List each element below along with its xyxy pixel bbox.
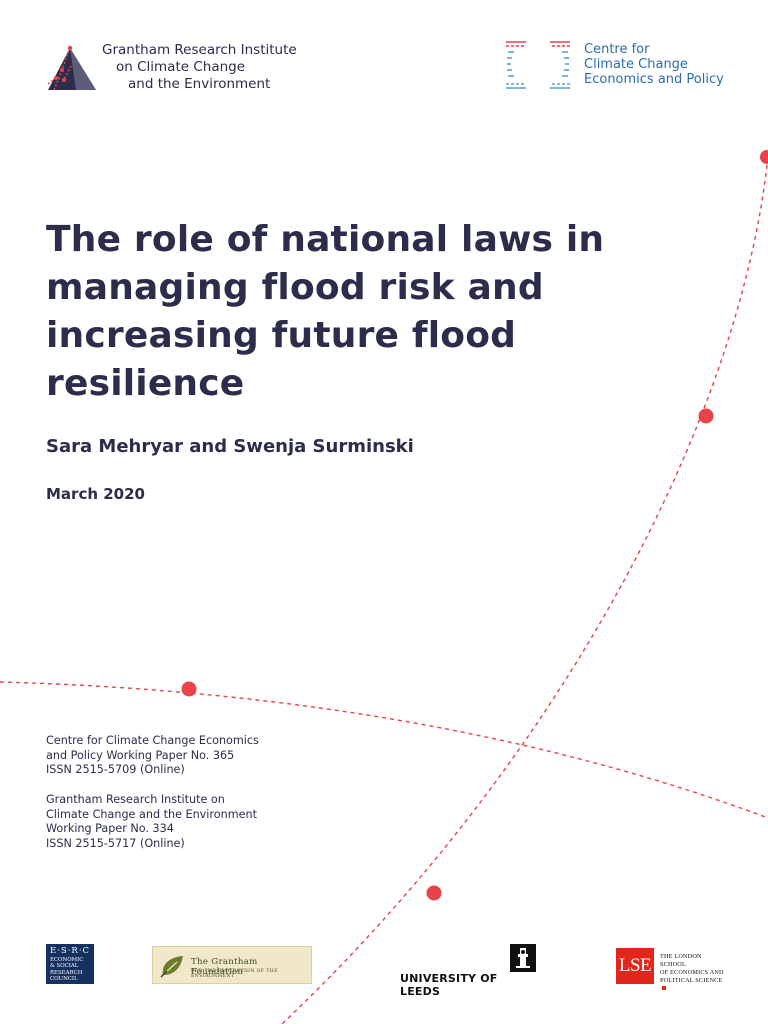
esrc-letters: E·S·R·C	[50, 946, 91, 956]
info-line: and Policy Working Paper No. 365	[46, 748, 235, 762]
esrc-word: & SOCIAL	[50, 963, 79, 970]
grantham-line-3: and the Environment	[128, 76, 271, 92]
lse-box: LSE	[616, 948, 654, 984]
curve-dot	[698, 408, 714, 424]
cccep-working-paper-info: Centre for Climate Change Economics and …	[46, 734, 259, 778]
paper-authors: Sara Mehryar and Swenja Surminski	[46, 436, 414, 457]
esrc-word: RESEARCH	[50, 969, 83, 976]
paper-date: March 2020	[46, 485, 145, 503]
lse-line: THE LONDON SCHOOL	[660, 953, 702, 968]
esrc-word: ECONOMIC	[50, 957, 84, 963]
info-line: Working Paper No. 334	[46, 822, 174, 836]
paper-title: The role of national laws in managing fl…	[46, 219, 605, 404]
info-line: Grantham Research Institute on	[46, 793, 225, 806]
grantham-foundation-title: The Grantham Foundation	[191, 957, 258, 977]
info-line: Centre for Climate Change Economics	[46, 734, 259, 747]
cccep-line-1: Centre for	[584, 42, 650, 57]
curve-main	[281, 156, 768, 1024]
lse-name: THE LONDON SCHOOL OF ECONOMICS AND POLIT…	[660, 953, 726, 993]
esrc-word: COUNCIL	[50, 976, 78, 983]
lse-red-square-icon	[662, 986, 666, 990]
leeds-text: UNIVERSITY OF LEEDS	[400, 972, 498, 998]
grantham-foundation-subtitle: FOR THE PROTECTION OF THE ENVIRONMENT	[191, 969, 278, 979]
lse-line: POLITICAL SCIENCE	[660, 977, 726, 993]
grantham-institute-logo: Grantham Research Institute on Climate C…	[46, 42, 336, 96]
grantham-line-2: on Climate Change	[116, 59, 246, 75]
grantham-foundation-logo: The Grantham Foundation FOR THE PROTECTI…	[152, 946, 312, 984]
cccep-logo: Centre for Climate Change Economics and …	[506, 40, 746, 92]
mountain-logo-icon	[47, 45, 96, 91]
leaf-icon	[160, 956, 183, 978]
info-line: ISSN 2515-5717 (Online)	[46, 836, 185, 850]
cccep-bracket-logo-icon	[506, 41, 570, 89]
lse-logo: LSE THE LONDON SCHOOL OF ECONOMICS AND P…	[616, 948, 726, 990]
grantham-logo-text: Grantham Research Institute on Climate C…	[102, 42, 297, 93]
lse-line: OF ECONOMICS AND	[660, 969, 724, 976]
info-line: ISSN 2515-5709 (Online)	[46, 763, 185, 777]
curve-dot	[760, 150, 768, 164]
clock-tower-icon	[510, 944, 536, 972]
cccep-line-2: Climate Change	[584, 57, 688, 72]
university-of-leeds-logo: UNIVERSITY OF LEEDS	[400, 944, 540, 998]
curve-dot	[426, 885, 442, 901]
cccep-line-3: Economics and Policy	[584, 72, 724, 87]
esrc-words: ECONOMIC & SOCIAL RESEARCH COUNCIL	[50, 957, 83, 983]
gri-working-paper-info: Grantham Research Institute on Climate C…	[46, 793, 257, 851]
esrc-logo: E·S·R·C ECONOMIC & SOCIAL RESEARCH COUNC…	[46, 944, 94, 984]
info-line: Climate Change and the Environment	[46, 807, 257, 821]
cccep-logo-text: Centre for Climate Change Economics and …	[584, 42, 724, 87]
grantham-line-1: Grantham Research Institute	[102, 42, 297, 58]
curve-dot	[181, 681, 197, 697]
lse-line-text: POLITICAL SCIENCE	[660, 977, 723, 984]
